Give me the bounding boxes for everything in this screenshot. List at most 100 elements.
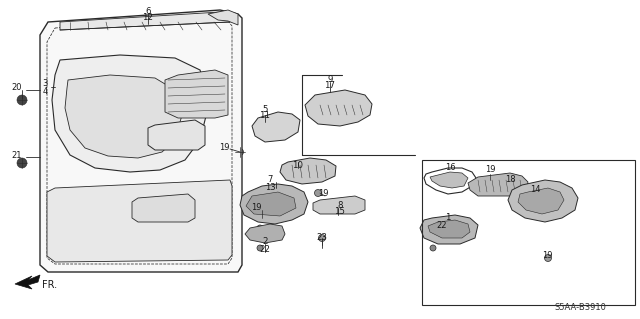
Circle shape bbox=[314, 189, 321, 197]
Text: 4: 4 bbox=[42, 86, 47, 95]
Text: 19: 19 bbox=[541, 250, 552, 259]
Polygon shape bbox=[428, 220, 470, 238]
Circle shape bbox=[64, 237, 66, 239]
Circle shape bbox=[89, 237, 91, 239]
Text: 20: 20 bbox=[12, 84, 22, 93]
Text: 8: 8 bbox=[337, 201, 343, 210]
Text: 17: 17 bbox=[324, 81, 335, 91]
Circle shape bbox=[94, 227, 96, 229]
Polygon shape bbox=[118, 230, 130, 244]
Circle shape bbox=[84, 227, 86, 229]
Polygon shape bbox=[65, 75, 182, 158]
Polygon shape bbox=[148, 230, 160, 244]
Polygon shape bbox=[188, 230, 200, 244]
Circle shape bbox=[17, 158, 27, 168]
Polygon shape bbox=[47, 180, 232, 262]
Text: 7: 7 bbox=[268, 175, 273, 184]
Polygon shape bbox=[158, 230, 170, 244]
Text: 1: 1 bbox=[445, 212, 451, 221]
Polygon shape bbox=[178, 230, 190, 244]
Circle shape bbox=[17, 95, 27, 105]
Circle shape bbox=[64, 227, 66, 229]
Polygon shape bbox=[58, 206, 96, 242]
Circle shape bbox=[64, 242, 66, 244]
Text: 13: 13 bbox=[265, 182, 275, 191]
Circle shape bbox=[74, 237, 76, 239]
Polygon shape bbox=[313, 196, 365, 214]
Text: 10: 10 bbox=[292, 160, 303, 169]
Circle shape bbox=[237, 149, 243, 155]
Polygon shape bbox=[245, 224, 285, 243]
Circle shape bbox=[74, 242, 76, 244]
Circle shape bbox=[79, 237, 81, 239]
Circle shape bbox=[545, 255, 552, 262]
Polygon shape bbox=[252, 112, 300, 142]
Circle shape bbox=[89, 227, 91, 229]
Circle shape bbox=[69, 232, 71, 234]
Circle shape bbox=[257, 225, 263, 231]
Circle shape bbox=[69, 242, 71, 244]
Polygon shape bbox=[218, 230, 230, 244]
Circle shape bbox=[84, 237, 86, 239]
Text: 16: 16 bbox=[445, 162, 455, 172]
Text: 21: 21 bbox=[12, 151, 22, 160]
Polygon shape bbox=[40, 10, 242, 272]
Text: 6: 6 bbox=[145, 6, 151, 16]
Polygon shape bbox=[246, 192, 296, 216]
Circle shape bbox=[84, 242, 86, 244]
Circle shape bbox=[53, 85, 57, 89]
Text: 23: 23 bbox=[317, 234, 328, 242]
Circle shape bbox=[69, 227, 71, 229]
Circle shape bbox=[257, 245, 263, 251]
Circle shape bbox=[84, 232, 86, 234]
Polygon shape bbox=[420, 215, 478, 244]
Text: 22: 22 bbox=[259, 244, 271, 254]
Polygon shape bbox=[198, 230, 210, 244]
Text: 19: 19 bbox=[219, 143, 229, 152]
Text: 19: 19 bbox=[484, 165, 495, 174]
Polygon shape bbox=[138, 230, 150, 244]
Polygon shape bbox=[168, 230, 180, 244]
Text: 19: 19 bbox=[317, 189, 328, 197]
Circle shape bbox=[94, 232, 96, 234]
Text: 18: 18 bbox=[505, 175, 515, 184]
Circle shape bbox=[94, 237, 96, 239]
Polygon shape bbox=[280, 158, 336, 184]
Text: 5: 5 bbox=[262, 105, 268, 114]
Circle shape bbox=[319, 234, 326, 241]
Polygon shape bbox=[468, 173, 528, 196]
Circle shape bbox=[64, 232, 66, 234]
Polygon shape bbox=[15, 275, 40, 289]
Polygon shape bbox=[208, 10, 238, 25]
Circle shape bbox=[74, 232, 76, 234]
Polygon shape bbox=[518, 188, 564, 214]
Text: 2: 2 bbox=[262, 236, 268, 246]
Circle shape bbox=[79, 232, 81, 234]
Circle shape bbox=[79, 227, 81, 229]
Text: 19: 19 bbox=[251, 204, 261, 212]
Text: 12: 12 bbox=[143, 13, 154, 23]
Circle shape bbox=[89, 232, 91, 234]
Circle shape bbox=[69, 237, 71, 239]
Polygon shape bbox=[52, 55, 210, 172]
Polygon shape bbox=[208, 230, 220, 244]
Text: S5AA-B3910: S5AA-B3910 bbox=[554, 303, 606, 313]
Circle shape bbox=[145, 132, 151, 138]
Polygon shape bbox=[108, 230, 120, 244]
Bar bbox=[422, 160, 635, 305]
Text: 11: 11 bbox=[259, 112, 271, 121]
Circle shape bbox=[94, 242, 96, 244]
Text: 22: 22 bbox=[436, 220, 447, 229]
Text: 15: 15 bbox=[335, 207, 346, 217]
Circle shape bbox=[89, 242, 91, 244]
Polygon shape bbox=[128, 230, 140, 244]
Polygon shape bbox=[165, 70, 228, 118]
Circle shape bbox=[430, 245, 436, 251]
Polygon shape bbox=[305, 90, 372, 126]
Text: 14: 14 bbox=[530, 186, 540, 195]
Circle shape bbox=[74, 227, 76, 229]
Polygon shape bbox=[132, 194, 195, 222]
Polygon shape bbox=[148, 120, 205, 150]
Text: 3: 3 bbox=[42, 79, 48, 88]
Text: 9: 9 bbox=[327, 75, 333, 84]
